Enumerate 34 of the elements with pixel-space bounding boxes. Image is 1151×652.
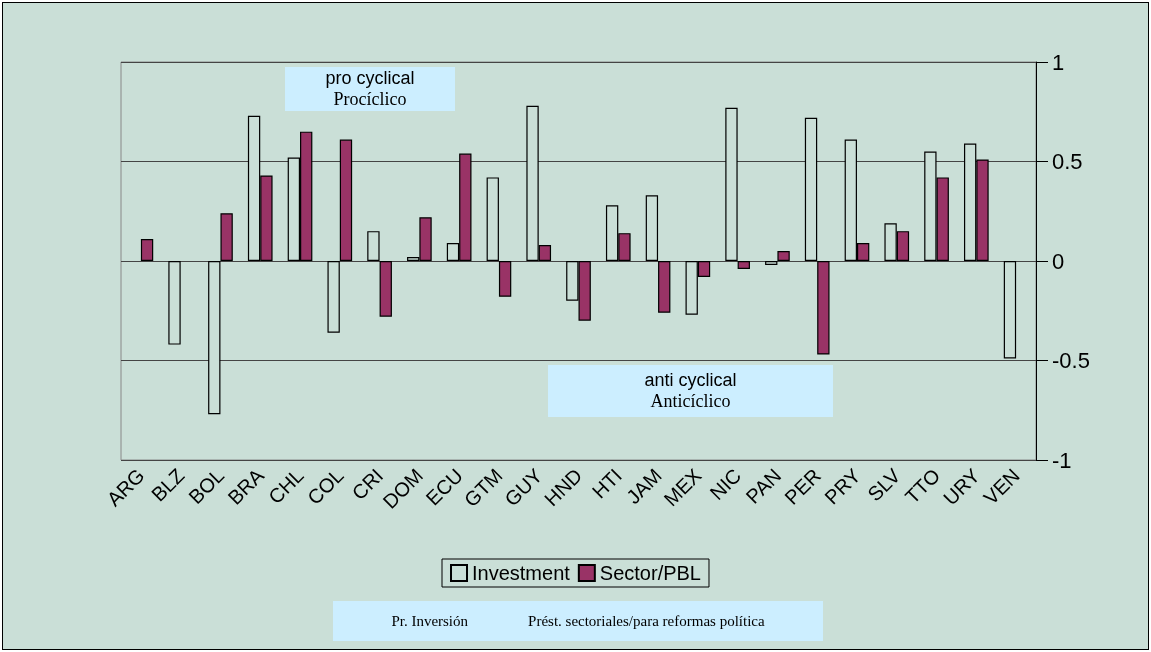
y-tick-label: -1 bbox=[1052, 447, 1072, 473]
x-tick-label: VEN bbox=[979, 464, 1024, 509]
bar bbox=[168, 261, 181, 345]
bar bbox=[777, 251, 790, 261]
note-box: Pr. Inversión Prést. sectoriales/para reformas política bbox=[333, 601, 823, 641]
annotation: anti cyclical bbox=[644, 370, 737, 391]
bar bbox=[379, 261, 392, 317]
bar bbox=[498, 261, 512, 297]
legend-label: Investment bbox=[472, 562, 571, 584]
bar bbox=[725, 107, 738, 261]
bar bbox=[737, 261, 750, 269]
y-tick-label: 1 bbox=[1052, 49, 1065, 75]
bar bbox=[339, 139, 353, 261]
note-box: pro cyclical Procíclico bbox=[285, 67, 455, 111]
bar bbox=[817, 261, 830, 355]
bar bbox=[367, 231, 380, 261]
bar bbox=[645, 195, 659, 261]
bar bbox=[1003, 261, 1017, 359]
note-box: anti cyclical Anticíclico bbox=[548, 365, 833, 417]
bar bbox=[804, 117, 818, 261]
y-tick-label: 0 bbox=[1052, 248, 1065, 274]
y-tick-label: 0.5 bbox=[1052, 149, 1083, 174]
legend-label: Sector/PBL bbox=[599, 562, 701, 584]
x-tick-label: HTI bbox=[587, 464, 627, 503]
bar bbox=[765, 261, 778, 265]
bar bbox=[658, 261, 671, 313]
bar bbox=[327, 261, 340, 333]
y-tick-label: -0.5 bbox=[1052, 348, 1090, 373]
bar bbox=[140, 239, 154, 261]
annotation: Procíclico bbox=[333, 89, 407, 110]
annotation: Anticíclico bbox=[650, 391, 731, 412]
bar bbox=[486, 177, 499, 261]
x-tick-label: NIC bbox=[705, 464, 746, 505]
annotation: pro cyclical bbox=[325, 68, 415, 89]
